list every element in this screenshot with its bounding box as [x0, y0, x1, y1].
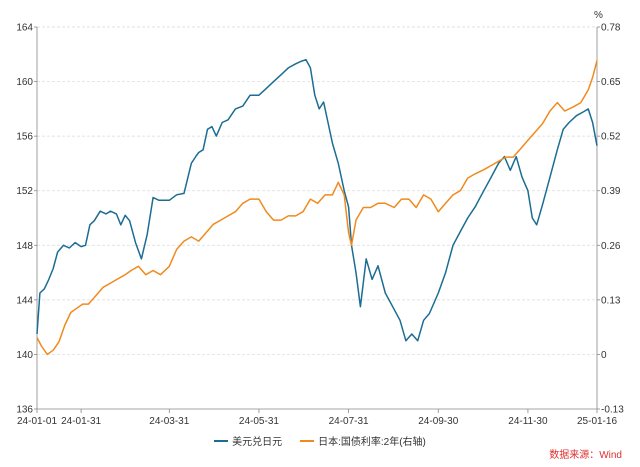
x-tick-label: 24-01-31 — [61, 416, 101, 427]
right-tick-label: 0.52 — [601, 132, 621, 143]
left-tick-label: 152 — [16, 186, 33, 197]
right-tick-label: 0.78 — [601, 23, 621, 34]
legend-swatch — [214, 439, 229, 442]
x-tick-label: 24-11-30 — [508, 416, 548, 427]
x-tick-label: 24-03-31 — [149, 416, 189, 427]
x-tick-label: 25-01-16 — [577, 416, 617, 427]
series-lines — [36, 58, 598, 356]
source-note: 数据来源：Wind — [549, 450, 622, 461]
left-tick-label: 136 — [16, 405, 33, 416]
left-tick-label: 144 — [16, 295, 33, 306]
right-axis-ticks: -0.13 0 0.13 0.26 0.39 0.52 0.65 0.78 — [597, 23, 624, 416]
right-axis-unit: % — [594, 10, 603, 21]
x-axis-ticks: 24-01-01 24-01-31 24-03-31 24-05-31 24-07-31… — [17, 409, 617, 427]
legend-item-usd-jpy: 美元兑日元 — [214, 433, 282, 448]
left-tick-label: 160 — [16, 77, 33, 88]
x-tick-label: 24-05-31 — [239, 416, 279, 427]
axes — [36, 27, 598, 410]
legend-label: 美元兑日元 — [232, 437, 283, 448]
left-tick-label: 140 — [16, 350, 33, 361]
right-tick-label: 0.65 — [601, 77, 621, 88]
right-tick-label: 0.26 — [601, 241, 621, 252]
legend-item-jgb-2y: 日本:国债利率:2年(右轴) — [300, 433, 426, 448]
left-tick-label: 156 — [16, 132, 33, 143]
grid-lines — [37, 26, 597, 355]
right-tick-label: 0.13 — [601, 295, 621, 306]
x-tick-label: 24-07-31 — [329, 416, 369, 427]
series-line-jgb-2y — [36, 60, 598, 356]
x-tick-label: 24-01-01 — [17, 416, 57, 427]
legend-label: 日本:国债利率:2年(右轴) — [318, 437, 426, 448]
legend-swatch — [300, 439, 315, 442]
right-tick-label: -0.13 — [601, 405, 624, 416]
left-tick-label: 164 — [16, 23, 33, 34]
left-axis-ticks: 136 140 144 148 152 156 160 164 — [16, 23, 37, 416]
left-tick-label: 148 — [16, 241, 33, 252]
right-tick-label: 0.39 — [601, 186, 621, 197]
x-tick-label: 24-09-30 — [418, 416, 458, 427]
series-line-usd-jpy — [36, 58, 598, 342]
right-tick-label: 0 — [601, 350, 607, 361]
legend: 美元兑日元 日本:国债利率:2年(右轴) — [0, 433, 640, 448]
